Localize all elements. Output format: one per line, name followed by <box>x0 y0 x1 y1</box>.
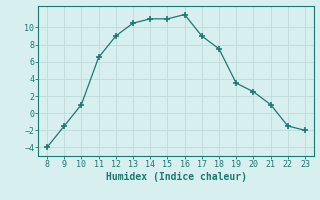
X-axis label: Humidex (Indice chaleur): Humidex (Indice chaleur) <box>106 172 246 182</box>
